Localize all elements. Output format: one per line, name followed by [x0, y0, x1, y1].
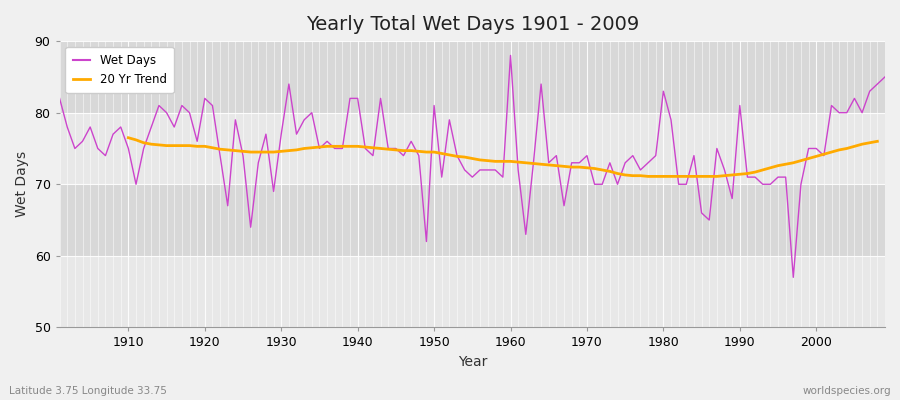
Legend: Wet Days, 20 Yr Trend: Wet Days, 20 Yr Trend	[66, 47, 174, 93]
Bar	[59, 41, 885, 113]
Text: worldspecies.org: worldspecies.org	[803, 386, 891, 396]
Bar	[59, 184, 885, 256]
Text: Latitude 3.75 Longitude 33.75: Latitude 3.75 Longitude 33.75	[9, 386, 166, 396]
Y-axis label: Wet Days: Wet Days	[15, 151, 29, 217]
Title: Yearly Total Wet Days 1901 - 2009: Yearly Total Wet Days 1901 - 2009	[306, 15, 639, 34]
X-axis label: Year: Year	[457, 355, 487, 369]
